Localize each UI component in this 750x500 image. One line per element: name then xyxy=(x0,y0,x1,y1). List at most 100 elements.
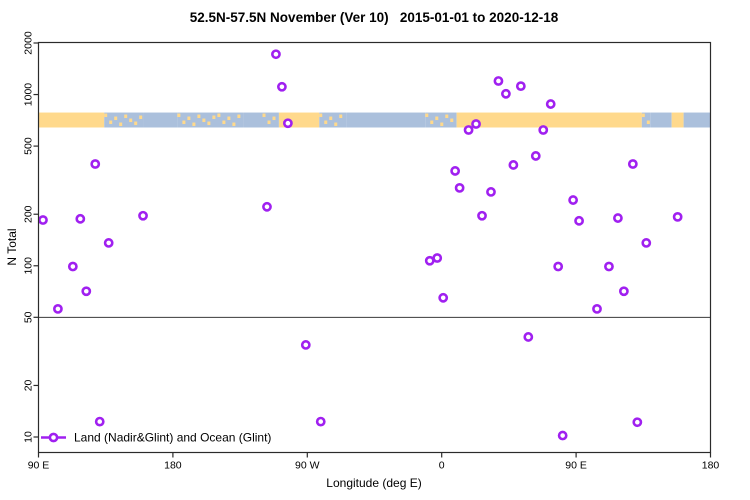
data-point xyxy=(262,201,272,212)
strip-land-speckle xyxy=(222,120,226,125)
y-tick-label: 10 xyxy=(23,431,35,443)
strip-land-speckle xyxy=(119,122,123,127)
strip-land-speckle xyxy=(425,113,429,118)
strip-land-speckle xyxy=(262,113,266,118)
plot-border xyxy=(37,41,712,454)
strip-segment-ocean xyxy=(243,112,263,128)
data-point xyxy=(501,88,511,99)
strip-land-speckle xyxy=(202,118,206,123)
data-point xyxy=(103,238,114,248)
data-point xyxy=(75,213,86,224)
data-point xyxy=(568,195,579,205)
y-tick-label: 20 xyxy=(23,379,35,391)
data-point xyxy=(463,125,474,135)
strip-land-speckle xyxy=(646,120,650,125)
data-point xyxy=(424,255,435,266)
strip-land-speckle xyxy=(187,116,191,121)
y-tick-label: 500 xyxy=(23,137,35,155)
data-point xyxy=(592,303,602,314)
x-tick-label: 0 xyxy=(439,460,445,472)
strip-land-speckle xyxy=(435,116,439,121)
data-point xyxy=(271,49,281,60)
data-point xyxy=(471,119,481,129)
data-point xyxy=(81,286,92,297)
scatter-points-layer xyxy=(38,49,683,441)
strip-segment-ocean xyxy=(650,112,672,128)
legend-label: Land (Nadir&Glint) and Ocean (Glint) xyxy=(74,431,271,445)
data-point xyxy=(574,215,584,226)
strip-segment-mixed xyxy=(262,112,279,128)
strip-land-speckle xyxy=(339,114,343,119)
strip-land-speckle xyxy=(129,118,133,123)
strip-land-speckle xyxy=(212,115,216,120)
x-tick-label: 180 xyxy=(164,460,182,472)
strip-land-speckle xyxy=(450,118,454,123)
strip-land-speckle xyxy=(124,114,128,119)
strip-land-speckle xyxy=(319,113,323,118)
legend-marker-circle xyxy=(48,432,59,443)
data-point xyxy=(432,253,443,263)
y-tick-label: 100 xyxy=(23,257,35,275)
strip-segment-ocean xyxy=(346,112,426,128)
strip-land-speckle xyxy=(430,120,434,125)
y-axis-title: N Total xyxy=(5,228,19,266)
data-point xyxy=(672,211,683,222)
strip-land-speckle xyxy=(217,113,221,118)
strip-land-speckle xyxy=(177,113,181,118)
strip-land-speckle xyxy=(329,116,333,121)
data-point xyxy=(454,182,465,193)
data-point xyxy=(604,261,614,272)
data-point xyxy=(627,159,638,169)
x-tick-label: 180 xyxy=(702,460,720,472)
data-point xyxy=(632,417,643,428)
data-point xyxy=(545,99,556,109)
y-tick-label: 50 xyxy=(23,311,35,323)
strip-segment-ocean xyxy=(143,112,178,128)
data-point xyxy=(553,261,564,272)
strip-land-speckle xyxy=(641,113,645,118)
data-point xyxy=(641,238,652,248)
data-point xyxy=(538,125,549,135)
strip-land-speckle xyxy=(134,121,138,126)
strip-land-speckle xyxy=(207,121,211,126)
strip-land-speckle xyxy=(232,122,236,127)
strip-land-speckle xyxy=(272,116,276,121)
data-point xyxy=(530,151,541,161)
x-tick-label: 90 E xyxy=(28,460,50,472)
data-point xyxy=(277,81,287,92)
strip-land-speckle xyxy=(192,122,196,127)
x-tick-label: 90 E xyxy=(565,460,587,472)
data-point xyxy=(300,340,311,350)
strip-segment-mixed xyxy=(104,112,144,128)
data-point xyxy=(94,416,105,427)
data-point xyxy=(477,210,487,221)
strip-land-speckle xyxy=(445,114,449,119)
strip-land-speckle xyxy=(324,120,328,125)
data-point xyxy=(282,118,293,129)
data-point xyxy=(438,292,449,303)
data-point xyxy=(618,286,629,297)
plot-title: 52.5N-57.5N November (Ver 10) 2015-01-01… xyxy=(189,10,559,25)
strip-land-speckle xyxy=(109,120,113,125)
data-point xyxy=(38,215,48,225)
strip-land-speckle xyxy=(237,114,241,119)
strip-segment-ocean xyxy=(683,112,711,128)
data-point xyxy=(508,160,519,170)
land-ocean-strip xyxy=(38,112,711,128)
data-point xyxy=(90,159,101,169)
x-tick-label: 90 W xyxy=(295,460,320,472)
data-point xyxy=(67,261,78,272)
strip-land-speckle xyxy=(334,122,338,127)
strip-land-speckle xyxy=(440,122,444,127)
strip-land-speckle xyxy=(197,114,201,119)
data-point xyxy=(450,166,461,176)
strip-segment-land xyxy=(671,112,684,128)
axes-layer: 90 E 180 90 W 0 90 E 180 10 20 50 100 200 500 1000 20… xyxy=(23,31,720,471)
data-point xyxy=(613,213,623,223)
x-axis-title: Longitude (deg E) xyxy=(326,476,422,490)
strip-land-speckle xyxy=(267,120,271,125)
y-tick-label: 200 xyxy=(23,205,35,223)
data-point xyxy=(315,416,326,427)
